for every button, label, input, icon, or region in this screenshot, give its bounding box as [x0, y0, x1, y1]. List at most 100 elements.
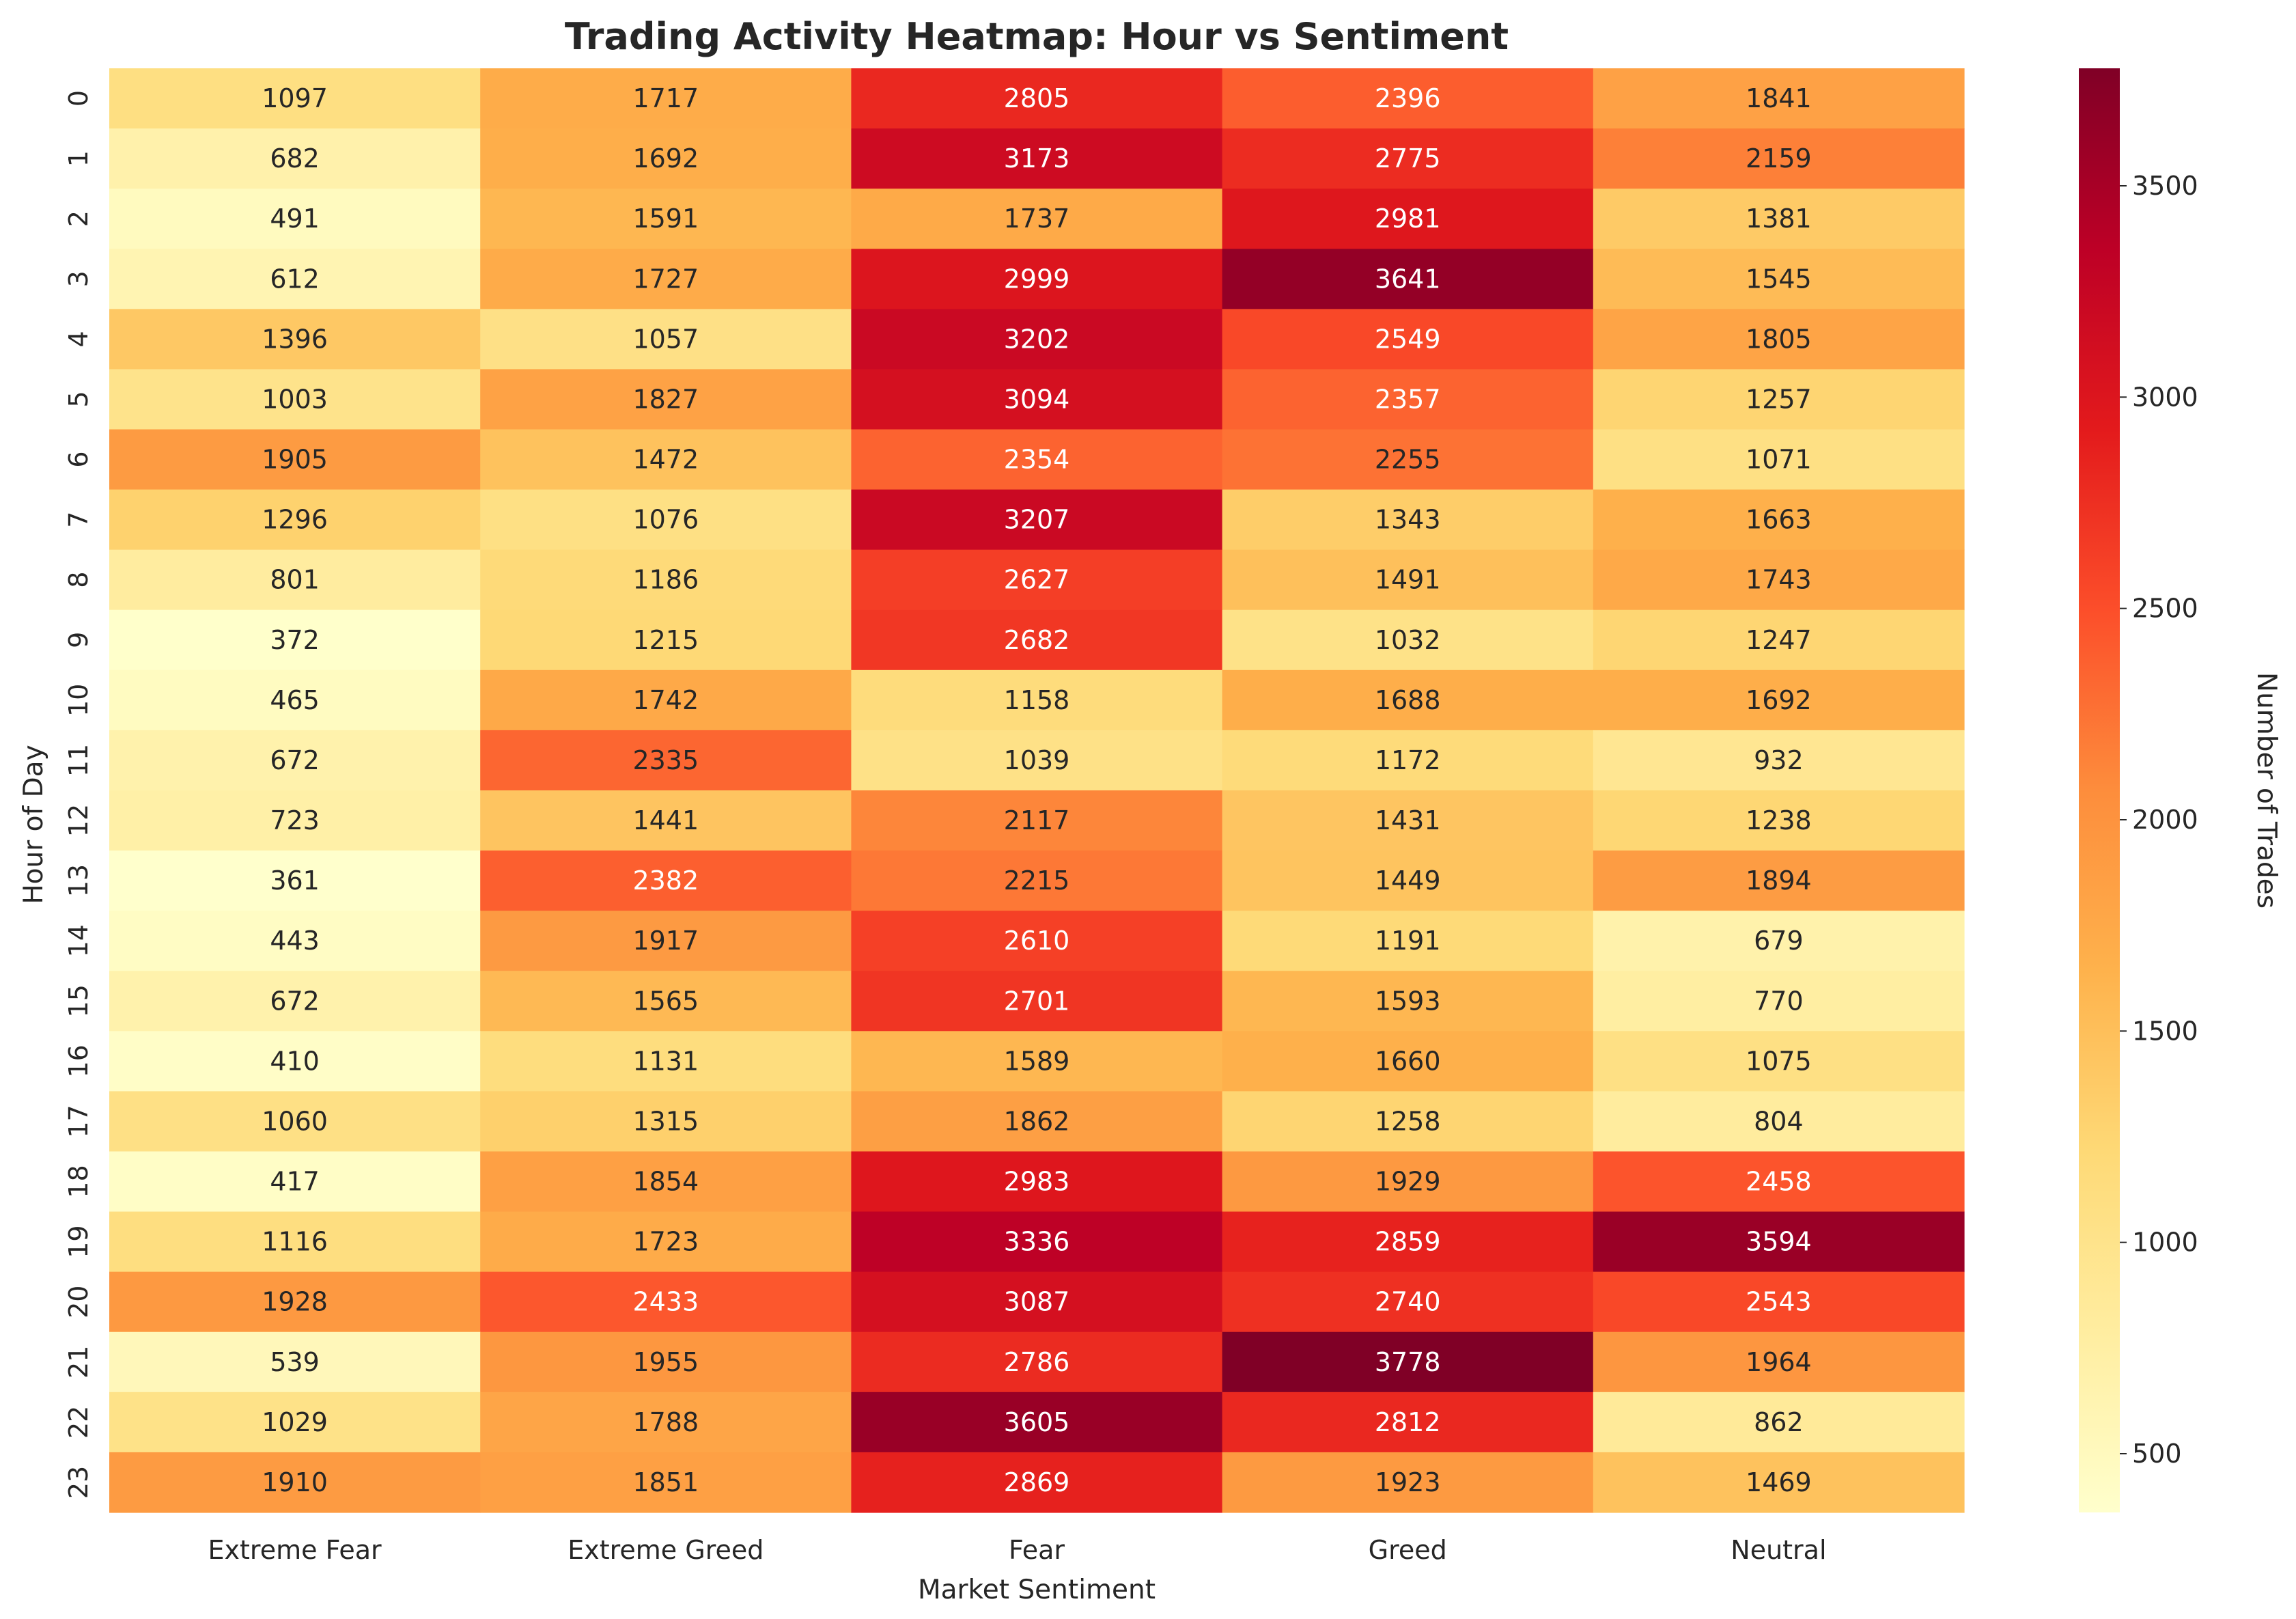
cell-value-label: 2335	[632, 745, 699, 775]
cell-value-label: 1545	[1746, 264, 1812, 294]
y-tick-label: 12	[64, 804, 94, 837]
x-tick-label: Neutral	[1731, 1535, 1826, 1565]
heatmap-cell	[851, 609, 1223, 671]
y-tick-label: 1	[64, 150, 94, 167]
heatmap-cell	[851, 189, 1223, 249]
cell-value-label: 1589	[1004, 1046, 1070, 1076]
y-tick-label: 6	[64, 451, 94, 467]
cell-value-label: 1788	[632, 1407, 699, 1437]
cell-value-label: 2805	[1004, 83, 1070, 113]
colorbar-label: Number of Trades	[2251, 672, 2282, 909]
cell-value-label: 3778	[1375, 1347, 1441, 1377]
heatmap-cell	[851, 790, 1223, 851]
heatmap-cell	[1222, 429, 1594, 490]
cell-value-label: 1928	[262, 1287, 328, 1317]
heatmap-cell	[480, 1392, 852, 1453]
heatmap-cell	[1593, 730, 1965, 791]
heatmap-cell	[851, 1031, 1223, 1092]
cell-value-label: 1727	[632, 264, 699, 294]
heatmap-cell	[1593, 128, 1965, 189]
heatmap-cell	[480, 189, 852, 249]
heatmap-cell	[851, 850, 1223, 911]
cell-value-label: 1071	[1746, 445, 1812, 475]
y-tick-label: 17	[64, 1105, 94, 1137]
cell-value-label: 1449	[1375, 866, 1441, 896]
cell-value-label: 1894	[1746, 866, 1812, 896]
cell-value-label: 1688	[1375, 685, 1441, 715]
x-tick-label: Extreme Fear	[208, 1535, 382, 1565]
heatmap-cell	[1593, 429, 1965, 490]
cell-value-label: 1075	[1746, 1046, 1812, 1076]
cell-value-label: 2869	[1004, 1467, 1070, 1497]
heatmap-cell	[1222, 68, 1594, 129]
heatmap-cell	[851, 669, 1223, 731]
x-tick-label: Fear	[1009, 1535, 1065, 1565]
cell-value-label: 3594	[1746, 1227, 1812, 1257]
cell-value-label: 2983	[1004, 1167, 1070, 1197]
cell-value-label: 1565	[632, 986, 699, 1016]
cell-value-label: 1238	[1746, 805, 1812, 835]
heatmap-cell	[851, 1211, 1223, 1273]
heatmap-cell	[1222, 128, 1594, 189]
heatmap-cell	[480, 429, 852, 490]
heatmap-cell	[480, 369, 852, 430]
heatmap-cell	[480, 850, 852, 911]
cell-value-label: 1929	[1375, 1167, 1441, 1197]
heatmap-cell	[1222, 189, 1594, 249]
heatmap-cell	[851, 971, 1223, 1032]
y-tick-label: 3	[64, 271, 94, 287]
cell-value-label: 2999	[1004, 264, 1070, 294]
heatmap-cell	[1222, 1091, 1594, 1152]
chart-title: Trading Activity Heatmap: Hour vs Sentim…	[565, 15, 1509, 58]
y-tick-label: 0	[64, 90, 94, 107]
heatmap-cell	[1222, 1452, 1594, 1513]
cell-value-label: 1172	[1375, 745, 1441, 775]
cell-value-label: 801	[270, 565, 320, 595]
cell-value-label: 1964	[1746, 1347, 1812, 1377]
colorbar-tick-label: 3500	[2132, 171, 2198, 201]
heatmap-cells: 1097 1717 2805 2396 1841 682 1692 3173 2775 2159 4…	[109, 68, 1965, 1513]
heatmap-cell	[851, 1091, 1223, 1152]
heatmap-cell	[851, 1271, 1223, 1333]
cell-value-label: 3087	[1004, 1287, 1070, 1317]
cell-value-label: 1692	[632, 143, 699, 174]
heatmap-cell	[480, 309, 852, 370]
cell-value-label: 1841	[1746, 83, 1812, 113]
heatmap-cell	[851, 309, 1223, 370]
cell-value-label: 1039	[1004, 745, 1070, 775]
heatmap-cell	[109, 609, 481, 671]
cell-value-label: 1491	[1375, 565, 1441, 595]
y-tick-label: 7	[64, 512, 94, 528]
heatmap-cell	[1222, 549, 1594, 611]
colorbar-tick-label: 500	[2132, 1439, 2182, 1469]
y-tick-label: 8	[64, 572, 94, 588]
heatmap-cell	[851, 1452, 1223, 1513]
heatmap-cell	[480, 249, 852, 309]
cell-value-label: 410	[270, 1046, 320, 1076]
heatmap-cell	[480, 911, 852, 971]
heatmap-cell	[1593, 1151, 1965, 1213]
cell-value-label: 1827	[632, 384, 699, 414]
heatmap-cell	[109, 1091, 481, 1152]
heatmap-cell	[480, 669, 852, 731]
cell-value-label: 3336	[1004, 1227, 1070, 1257]
cell-value-label: 2354	[1004, 445, 1070, 475]
cell-value-label: 3641	[1375, 264, 1441, 294]
cell-value-label: 1692	[1746, 685, 1812, 715]
cell-value-label: 3202	[1004, 324, 1070, 354]
cell-value-label: 1923	[1375, 1467, 1441, 1497]
colorbar-tick-label: 2500	[2132, 594, 2198, 624]
cell-value-label: 2458	[1746, 1167, 1812, 1197]
heatmap-cell	[1593, 369, 1965, 430]
cell-value-label: 443	[270, 926, 320, 956]
heatmap-cell	[1593, 790, 1965, 851]
cell-value-label: 2701	[1004, 986, 1070, 1016]
heatmap-cell	[109, 730, 481, 791]
heatmap-cell	[109, 1211, 481, 1273]
heatmap-cell	[1222, 1211, 1594, 1273]
cell-value-label: 1381	[1746, 204, 1812, 234]
heatmap-cell	[1593, 189, 1965, 249]
cell-value-label: 1191	[1375, 926, 1441, 956]
heatmap-cell	[480, 549, 852, 611]
